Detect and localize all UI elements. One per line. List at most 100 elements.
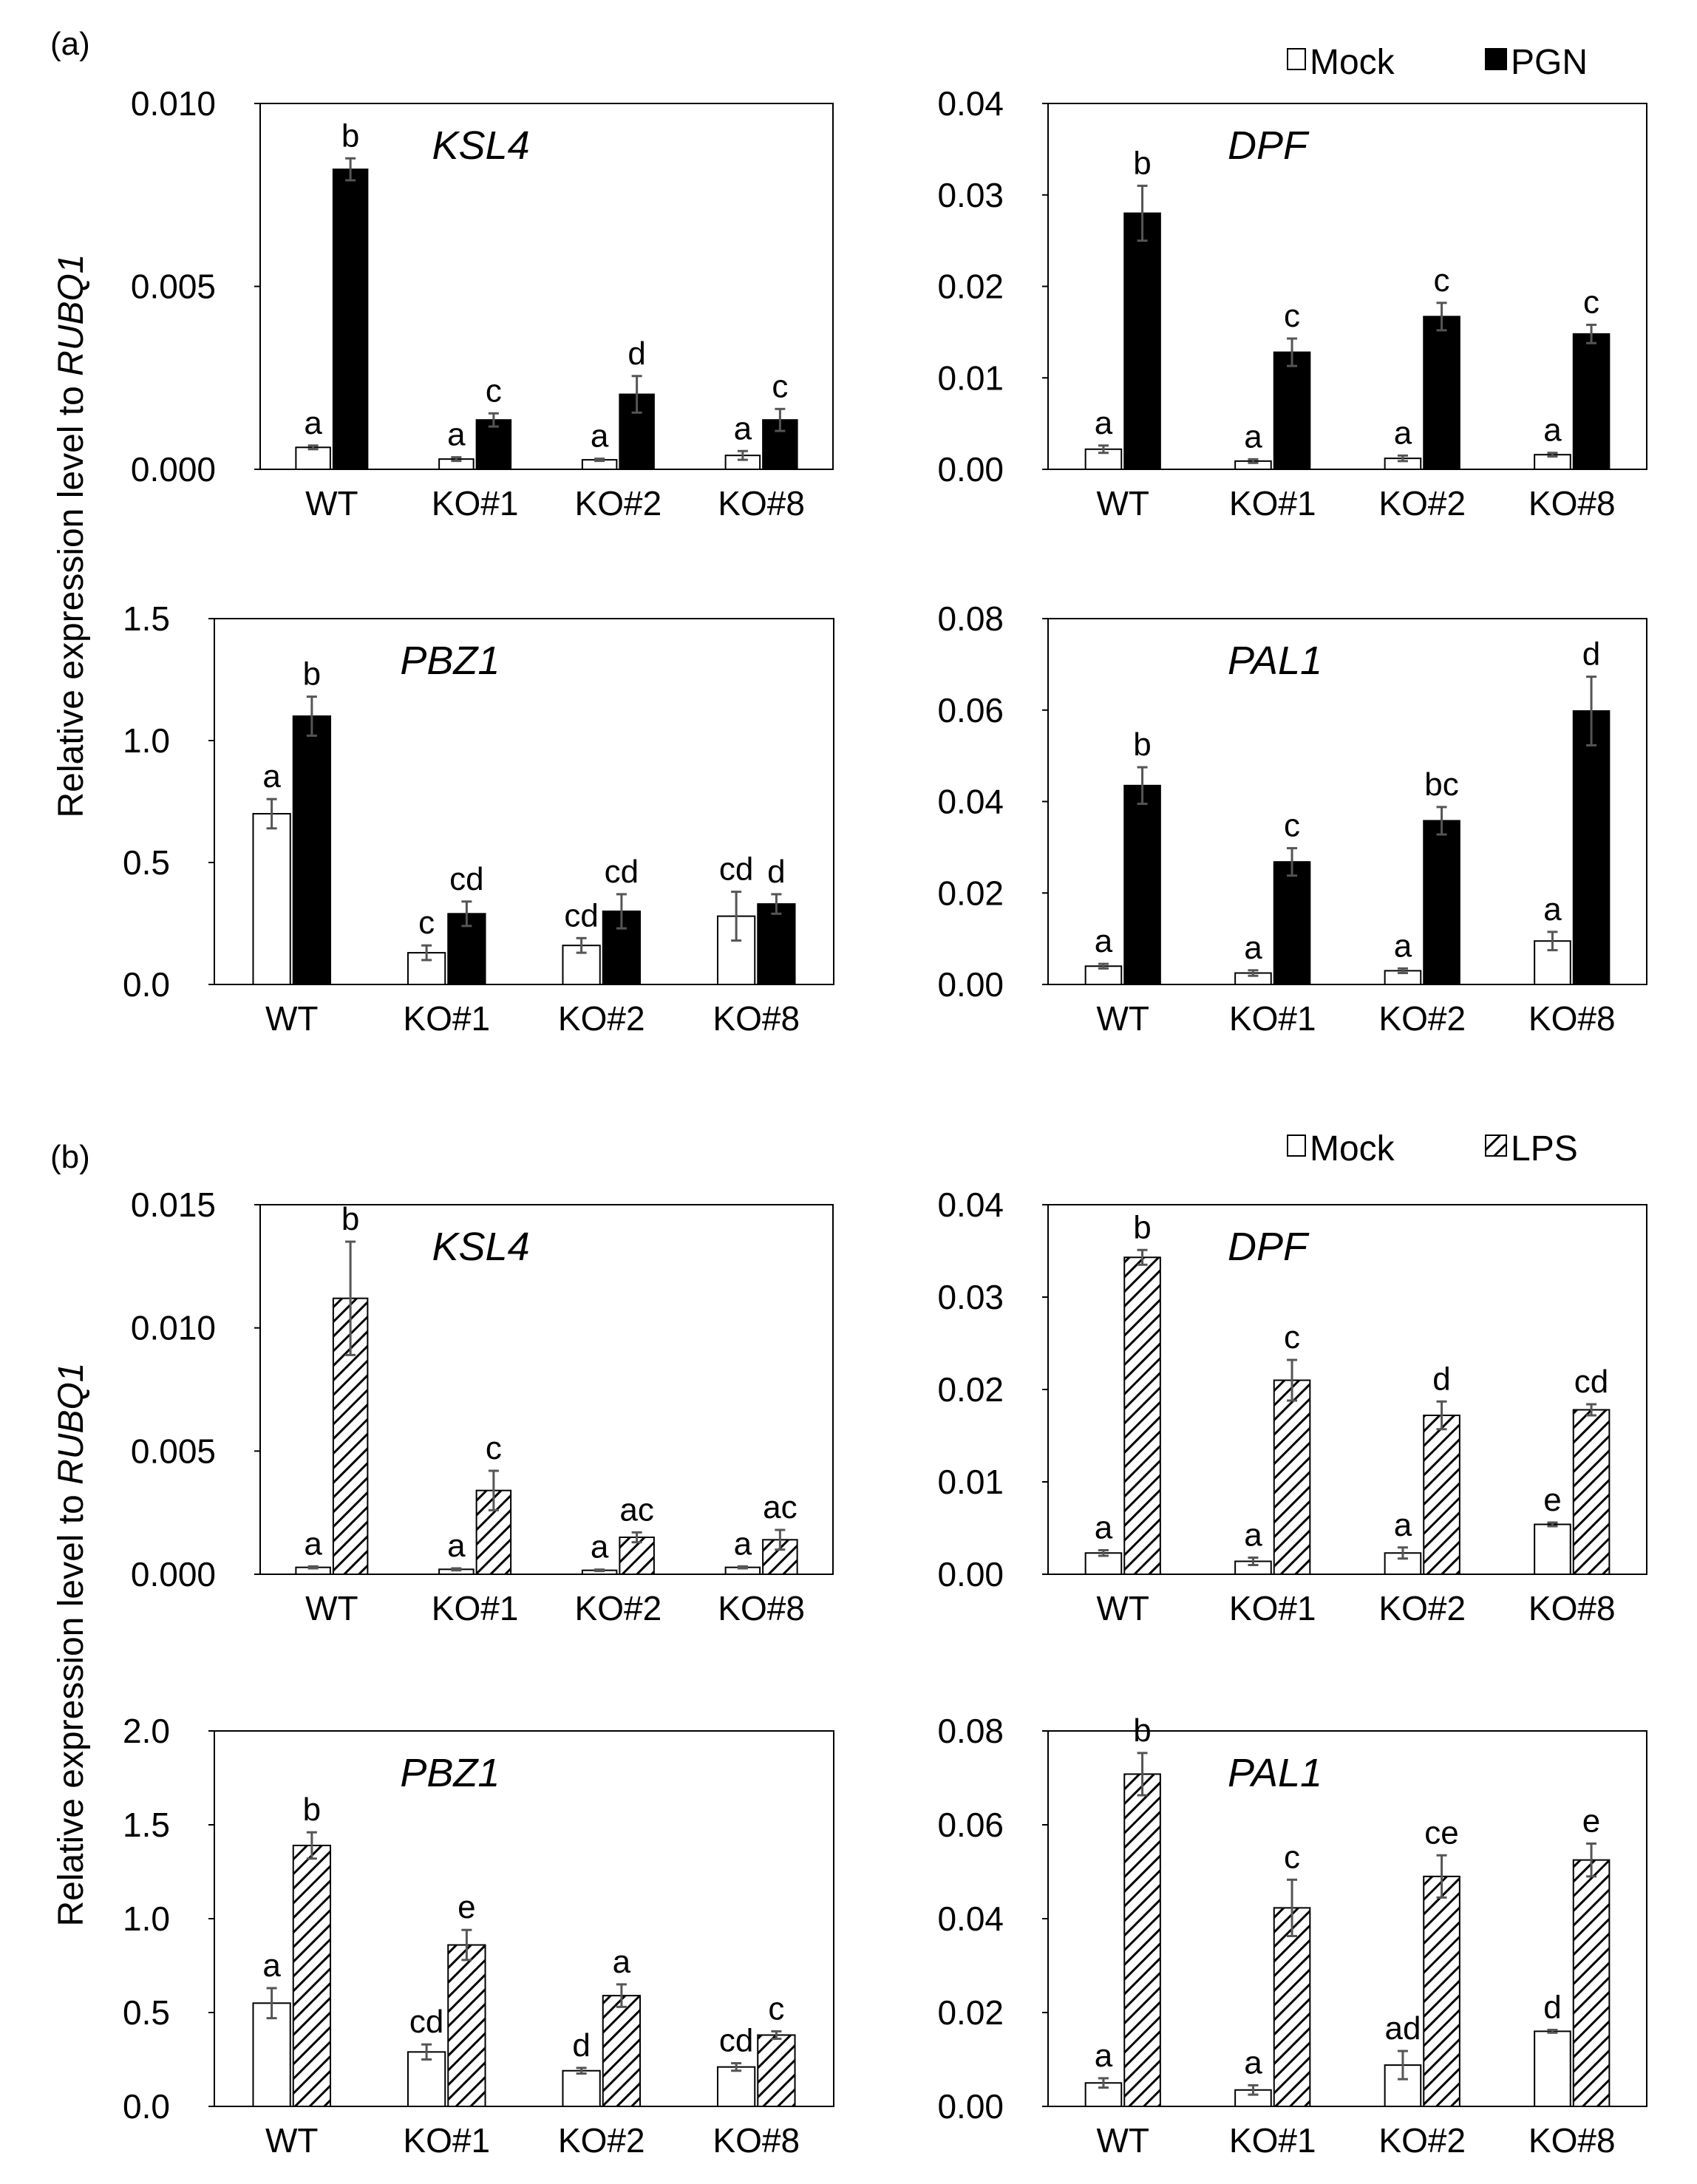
- significance-letter: a: [262, 1947, 281, 1984]
- significance-letter: c: [486, 372, 502, 409]
- y-tick-label: 0.5: [123, 1993, 170, 2032]
- x-tick-label: KO#1: [432, 484, 519, 523]
- x-tick-label: WT: [265, 2121, 319, 2160]
- significance-letter: a: [1095, 2038, 1113, 2074]
- significance-letter: a: [1543, 891, 1562, 928]
- bar-mock-ko2: [562, 2069, 601, 2107]
- bar-lps-ko1: [1273, 1379, 1311, 1575]
- x-tick-label: KO#8: [1528, 1589, 1616, 1627]
- bar-lps-ko1: [447, 1944, 486, 2108]
- significance-letter: a: [613, 1944, 631, 1980]
- significance-letter: d: [767, 854, 785, 890]
- significance-letter: a: [304, 405, 322, 441]
- chart-b-ksl4: 0.0000.0050.0100.015KSL4WTabKO#1acKO#2aa…: [131, 1185, 834, 1627]
- legend-b-lps-swatch: [1485, 1134, 1507, 1157]
- x-tick-label: KO#1: [403, 2121, 490, 2160]
- significance-letter: e: [1543, 1482, 1561, 1518]
- significance-letter: d: [1582, 636, 1600, 673]
- chart-a-ksl4: 0.0000.0050.010KSL4WTabKO#1acKO#2adKO#8a…: [131, 84, 834, 523]
- significance-letter: a: [447, 417, 466, 453]
- legend-a-mock-label: Mock: [1310, 43, 1395, 82]
- y-tick-label: 0.000: [131, 450, 216, 489]
- x-tick-label: KO#1: [1229, 1589, 1316, 1627]
- y-tick-label: 1.5: [123, 1806, 170, 1844]
- significance-letter: c: [1284, 1319, 1300, 1355]
- bar-lps-ko8: [1572, 1409, 1611, 1575]
- significance-letter: cd: [564, 897, 598, 933]
- bar-mock-wt: [252, 813, 291, 985]
- chart-b-pbz1: 0.0 0.5 1.0 1.5 2.0 PBZ1 WT a b KO#1 cd e KO#2 d a KO#8…: [123, 1712, 834, 2160]
- x-tick-label: WT: [1096, 2121, 1149, 2160]
- significance-letter: cd: [1574, 1364, 1608, 1400]
- x-tick-label: WT: [1096, 999, 1149, 1038]
- x-tick-label: KO#8: [1528, 999, 1616, 1038]
- x-tick-label: KO#1: [1229, 484, 1316, 523]
- chart-b-pal1: 0.00 0.02 0.04 0.06 0.08 PAL1 WT a b KO#1 a c KO#2 ad…: [937, 1712, 1647, 2160]
- y-tick-label: 1.5: [123, 599, 170, 638]
- chart-title: PAL1: [1228, 639, 1322, 683]
- significance-letter: c: [418, 905, 435, 941]
- bar-pgn-ko8: [757, 903, 796, 985]
- significance-letter: b: [1133, 1209, 1151, 1245]
- significance-letter: a: [1244, 2044, 1262, 2081]
- y-tick-label: 0.06: [937, 1806, 1004, 1844]
- y-tick-label: 0.015: [131, 1185, 216, 1224]
- bar-mock-wt: [252, 2002, 291, 2108]
- bar-lps-ko2: [1423, 1415, 1460, 1575]
- significance-letter: ad: [1384, 2010, 1421, 2047]
- chart-title: PBZ1: [400, 1751, 500, 1795]
- y-tick-label: 0.0: [123, 2087, 170, 2126]
- significance-letter: c: [1434, 262, 1450, 299]
- bar-lps-ko8: [1572, 1859, 1611, 2107]
- significance-letter: b: [303, 656, 321, 693]
- y-tick-label: 0.00: [937, 2087, 1004, 2126]
- significance-letter: b: [1133, 145, 1151, 181]
- bar-pgn-wt: [1123, 212, 1161, 470]
- significance-letter: c: [486, 1430, 502, 1466]
- bar-pgn-ko8: [1572, 710, 1611, 985]
- significance-letter: a: [304, 1525, 322, 1562]
- y-tick-label: 0.02: [937, 268, 1004, 306]
- legend-a-pgn-label: PGN: [1511, 43, 1588, 82]
- y-tick-label: 2.0: [123, 1712, 170, 1750]
- significance-letter: a: [1394, 415, 1412, 451]
- bar-mock-ko8: [716, 2066, 756, 2107]
- plot-frame: [259, 1204, 834, 1575]
- y-tick-label: 0.03: [937, 1278, 1004, 1316]
- y-tick-label: 0.005: [131, 1432, 216, 1470]
- significance-letter: cd: [719, 2023, 753, 2059]
- y-tick-label: 0.08: [937, 599, 1004, 638]
- x-tick-label: KO#8: [1528, 2121, 1616, 2160]
- y-tick-label: 0.03: [937, 176, 1004, 214]
- bar-pgn-ko8: [1572, 333, 1611, 470]
- significance-letter: c: [1583, 284, 1599, 320]
- y-tick-label: 0.5: [123, 843, 170, 882]
- legend-a: Mock PGN: [1287, 43, 1588, 82]
- significance-letter: e: [458, 1889, 475, 1925]
- x-tick-label: KO#2: [575, 484, 662, 523]
- legend-b-lps-label: LPS: [1511, 1129, 1578, 1168]
- significance-letter: c: [1284, 298, 1300, 334]
- significance-letter: b: [341, 118, 359, 154]
- significance-letter: cd: [605, 854, 639, 890]
- y-tick-label: 0.04: [937, 1899, 1004, 1938]
- bar-lps-wt: [292, 1844, 332, 2107]
- bar-lps-ko2: [602, 1995, 642, 2107]
- y-tick-label: 0.02: [937, 1370, 1004, 1409]
- chart-title: KSL4: [432, 1225, 530, 1269]
- panel-label-a: (a): [50, 26, 90, 62]
- bar-pgn-wt: [332, 169, 369, 470]
- y-tick-label: 0.08: [937, 1712, 1004, 1750]
- significance-letter: ac: [763, 1489, 797, 1525]
- bar-pgn-ko1: [1273, 351, 1311, 470]
- x-tick-label: KO#8: [718, 1589, 805, 1627]
- legend-b-mock-swatch: [1287, 1134, 1306, 1157]
- legend-a-mock-swatch: [1287, 48, 1306, 70]
- bar-pgn-ko1: [1273, 861, 1311, 986]
- significance-letter: a: [447, 1528, 466, 1564]
- plot-frame: [214, 618, 834, 985]
- significance-letter: a: [1095, 923, 1113, 959]
- significance-letter: cd: [719, 851, 753, 888]
- y-tick-label: 1.0: [123, 721, 170, 760]
- bar-lps-ko2: [1423, 1875, 1460, 2108]
